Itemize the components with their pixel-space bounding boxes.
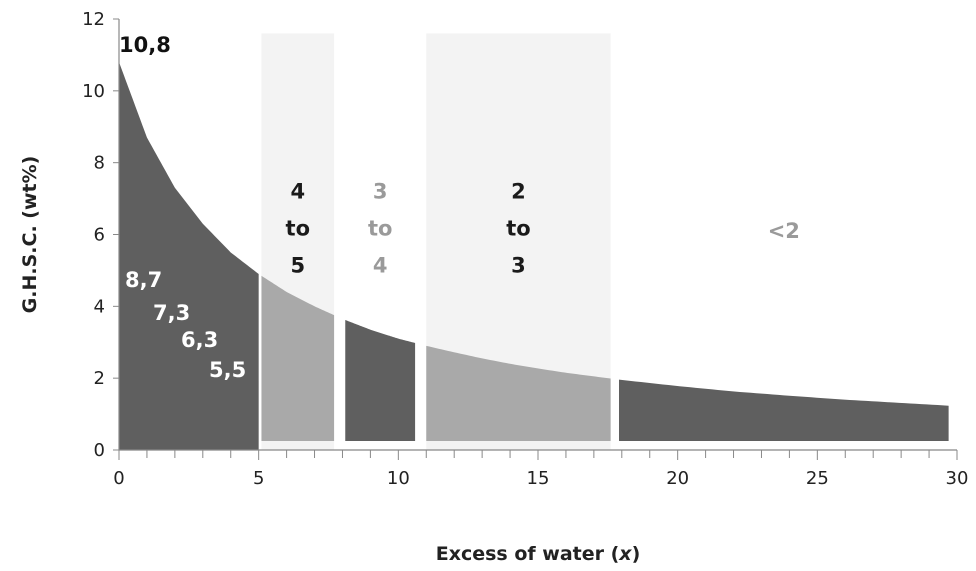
y-tick-label: 0 [94, 440, 105, 461]
y-tick-label: 12 [82, 9, 105, 30]
tick-marks: 0 5 10 15 20 25 30 0 2 4 6 8 10 12 [82, 9, 968, 489]
band-label-3: 2 to 3 [506, 180, 530, 278]
area-segment-4 [426, 345, 611, 442]
point-label: 8,7 [125, 268, 162, 292]
point-label: 5,5 [209, 358, 246, 382]
x-tick-label: 25 [806, 468, 829, 489]
y-tick-label: 10 [82, 81, 105, 102]
y-tick-label: 6 [94, 225, 105, 246]
band-label-2: 3 to 4 [368, 180, 392, 278]
x-tick-label: 5 [253, 468, 264, 489]
y-tick-label: 4 [94, 296, 105, 317]
x-tick-label: 15 [527, 468, 550, 489]
data-labels: 4 to 5 3 to 4 2 to 3 <2 10,8 8,7 7,3 6,3 5,5 [119, 33, 800, 382]
area-segment-5 [619, 379, 949, 442]
y-axis-title: G.H.S.C. (wt%) [19, 156, 41, 314]
point-label: 6,3 [181, 328, 218, 352]
area-segment-1 [119, 62, 259, 450]
x-tick-label: 20 [666, 468, 689, 489]
point-label: 10,8 [119, 33, 171, 57]
y-tick-label: 2 [94, 368, 105, 389]
point-label: 7,3 [153, 301, 190, 325]
y-tick-label: 8 [94, 153, 105, 174]
band-label-4: <2 [768, 219, 800, 243]
x-tick-label: 30 [946, 468, 969, 489]
x-tick-label: 10 [387, 468, 410, 489]
band-label-1: 4 to 5 [286, 180, 310, 278]
area-segment-2 [261, 275, 335, 442]
x-axis-title: Excess of water (x) [436, 543, 641, 565]
x-tick-label: 0 [113, 468, 124, 489]
area-segments [119, 62, 949, 450]
area-segment-3 [345, 319, 416, 442]
